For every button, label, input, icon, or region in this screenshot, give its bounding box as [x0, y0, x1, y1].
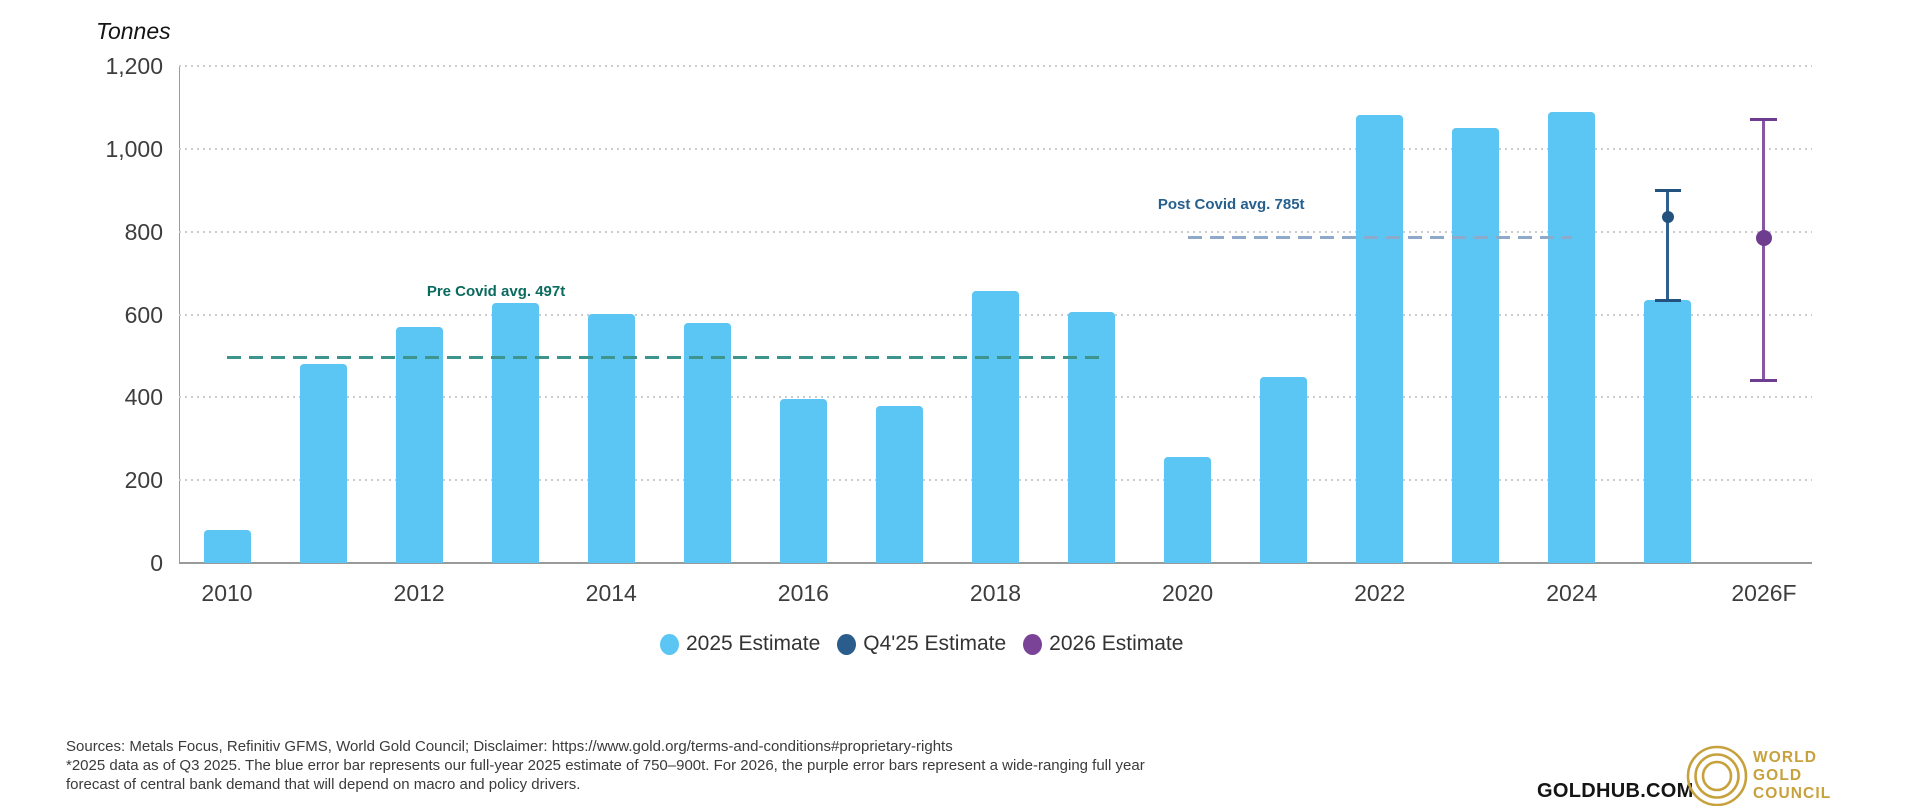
- gridline-800: [179, 230, 1812, 233]
- wgc-rings-icon: [1686, 745, 1748, 806]
- x-tick-label-2016: 2016: [777, 580, 829, 606]
- x-tick-label-2018: 2018: [969, 580, 1022, 606]
- wgc-logo-text-line: COUNCIL: [1753, 785, 1832, 802]
- error-bar-2026F: [1762, 119, 1766, 381]
- y-axis-tick-labels: 0 200 400 600 800 1,000 1,200: [0, 53, 170, 576]
- legend-marker-icon: [1023, 633, 1043, 655]
- x-axis-tick-labels: 2010 2012 2014 2016 2018 2020 2022 2024 2026F: [179, 580, 1812, 610]
- legend-item-2: 2026 Estimate: [1023, 632, 1183, 656]
- wgc-logo-text-line: GOLD: [1753, 767, 1803, 784]
- y-tick-label-200: 200: [124, 467, 163, 494]
- pre-covid-avg-line: [227, 355, 1102, 359]
- bar-2024: [1548, 111, 1596, 563]
- x-tick-label-2026F: 2026F: [1731, 580, 1797, 606]
- footer-note-line-2: forecast of central bank demand that wil…: [66, 776, 581, 793]
- x-tick-label-2014: 2014: [585, 580, 637, 606]
- bar-2020: [1164, 457, 1212, 563]
- post-covid-avg-label: Post Covid avg. 785t: [1157, 195, 1305, 213]
- bar-2016: [779, 399, 827, 563]
- y-tick-label-600: 600: [124, 301, 163, 328]
- legend-label: 2026 Estimate: [1049, 632, 1184, 655]
- estimate-dot-2026F: [1755, 229, 1772, 246]
- estimate-dot-2025: [1661, 211, 1674, 224]
- x-tick-label-2022: 2022: [1354, 580, 1406, 606]
- bar-2011: [299, 363, 347, 563]
- wgc-logo-text: WORLD GOLD COUNCIL: [1753, 749, 1831, 803]
- bar-2019: [1068, 312, 1116, 563]
- y-axis-unit-label: Tonnes: [96, 18, 171, 44]
- footer-note-line-1: *2025 data as of Q3 2025. The blue error…: [66, 757, 1145, 774]
- y-tick-label-400: 400: [124, 384, 163, 411]
- world-gold-council-logo: WORLD GOLD COUNCIL: [1685, 744, 1831, 806]
- x-axis-line: [179, 562, 1812, 564]
- bar-2010: [203, 530, 251, 563]
- y-tick-label-1200: 1,200: [105, 53, 163, 79]
- legend-marker-icon: [660, 633, 679, 655]
- goldhub-wordmark: GOLDHUB.COM: [1537, 780, 1694, 802]
- error-bar-cap-low-2025: [1654, 298, 1681, 302]
- bar-2021: [1260, 376, 1308, 563]
- error-bar-cap-high-2025: [1654, 188, 1681, 192]
- legend: 2025 Estimate Q4'25 Estimate 2026 Estimate: [660, 632, 1183, 656]
- legend-marker-icon: [837, 633, 857, 655]
- error-bar-cap-high-2026F: [1750, 118, 1778, 122]
- bar-2025: [1644, 300, 1692, 563]
- bar-2018: [972, 291, 1019, 563]
- bar-2017: [875, 406, 923, 563]
- x-tick-label-2012: 2012: [393, 580, 445, 606]
- footer-sources-line: Sources: Metals Focus, Refinitiv GFMS, W…: [66, 738, 953, 755]
- error-bar-cap-low-2026F: [1750, 379, 1778, 383]
- bar-2022: [1356, 114, 1404, 563]
- error-bar-2025: [1666, 190, 1670, 301]
- source-disclaimer-text: Sources: Metals Focus, Refinitiv GFMS, W…: [66, 737, 1145, 794]
- pre-covid-avg-label: Pre Covid avg. 497t: [426, 283, 566, 301]
- plot-area: Pre Covid avg. 497t Post Covid avg. 785t: [179, 65, 1812, 564]
- wgc-logo-text-line: WORLD: [1753, 749, 1818, 766]
- post-covid-avg-line: [1187, 236, 1572, 240]
- legend-item-1: Q4'25 Estimate: [837, 632, 1006, 656]
- bar-2014: [587, 314, 635, 563]
- legend-label: 2025 Estimate: [686, 632, 821, 655]
- x-tick-label-2020: 2020: [1162, 580, 1214, 606]
- gridline-1200: [179, 65, 1812, 67]
- bar-2015: [683, 322, 731, 563]
- y-tick-label-0: 0: [150, 550, 163, 576]
- bar-2013: [491, 302, 539, 563]
- gridline-1000: [179, 147, 1812, 150]
- bar-2023: [1452, 127, 1500, 563]
- y-tick-label-1000: 1,000: [105, 135, 163, 162]
- bar-2012: [395, 327, 443, 563]
- y-tick-label-800: 800: [124, 218, 163, 245]
- legend-label: Q4'25 Estimate: [863, 632, 1007, 655]
- x-tick-label-2010: 2010: [201, 580, 253, 606]
- x-tick-label-2024: 2024: [1546, 580, 1598, 606]
- legend-item-0: 2025 Estimate: [660, 632, 820, 656]
